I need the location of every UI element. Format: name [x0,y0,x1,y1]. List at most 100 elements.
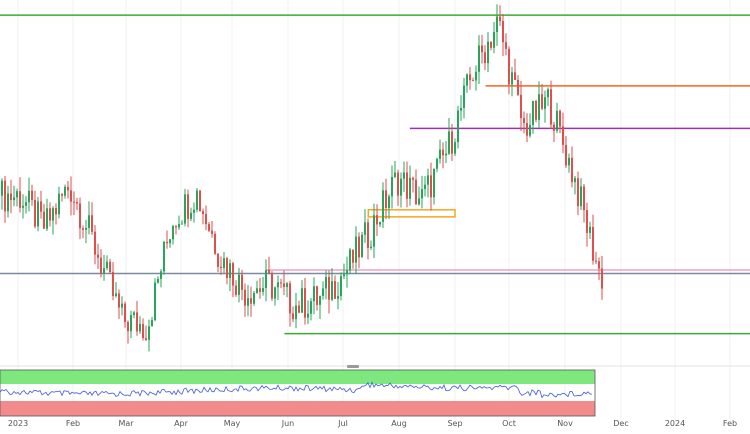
candle-body [409,177,411,199]
candle-body [220,266,222,269]
candle-body [292,313,294,320]
candle-body [268,270,270,274]
candle-body [25,202,27,206]
candle-body [46,208,48,229]
candle-body [106,261,108,269]
candle-body [136,312,138,332]
candle-body [448,131,450,154]
candle-body [337,296,339,299]
candle-body [511,72,513,85]
candle-body [172,226,174,240]
candle-body [343,274,345,277]
candle-body [253,292,255,304]
candle-body [307,313,309,318]
candle-body [574,178,576,183]
x-tick-label-2: Mar [118,419,134,428]
candle-body [82,228,84,230]
candle-body [274,287,276,299]
candle-body [73,201,75,203]
candle-body [97,254,99,258]
candle-body [451,131,453,154]
x-tick-label-0: 2023 [8,419,28,428]
candle-body [313,286,315,302]
candle-body [583,186,585,211]
candle-body [205,213,207,225]
candle-body [289,283,291,314]
candle-body [352,249,354,263]
oscillator-oversold-band [0,401,595,416]
candle-body [319,295,321,305]
oscillator-line [0,381,592,399]
candle-body [424,184,426,190]
candle-body [358,236,360,258]
candle-body [379,221,381,225]
candle-body [373,215,375,247]
pane-resize-handle[interactable] [347,365,359,368]
candle-body [280,282,282,284]
candle-body [199,190,201,212]
candle-body [328,276,330,300]
candle-body [346,270,348,275]
candle-body [400,178,402,196]
candle-body [298,305,300,313]
candle-body [250,298,252,304]
candle-body [406,172,408,199]
candle-body [190,212,192,219]
candle-body [472,80,474,82]
candle-body [169,239,171,244]
candle-body [31,190,33,200]
candle-body [10,193,12,201]
candle-body [103,268,105,274]
candle-body [571,157,573,183]
candle-body [184,194,186,224]
candle-body [355,236,357,263]
candle-body [127,321,129,332]
candle-body [547,89,549,98]
candle-body [412,177,414,180]
candle-body [580,186,582,207]
candle-body [391,176,393,197]
candle-body [442,149,444,156]
candle-body [118,293,120,308]
candle-body [94,231,96,255]
candle-body [487,41,489,64]
candle-body [484,52,486,64]
candle-body [370,246,372,248]
candle-body [439,149,441,159]
candle-body [19,191,21,208]
candle-body [181,223,183,225]
candle-body [22,205,24,208]
candle-body [478,45,480,72]
candle-body [13,197,15,201]
candle-body [301,288,303,313]
candle-body [100,257,102,274]
candle-body [466,74,468,86]
candle-body [70,190,72,202]
candle-body [208,224,210,231]
candle-body [502,21,504,43]
candle-body [175,226,177,228]
candle-body [43,211,45,229]
candle-body [304,288,306,318]
candle-body [196,190,198,210]
candle-body [64,186,66,196]
candle-body [262,288,264,292]
candle-body [364,222,366,235]
candle-body [433,168,435,198]
candle-body [418,198,420,205]
candle-body [247,298,249,306]
candle-body [229,263,231,278]
candle-body [460,107,462,111]
candle-body [325,276,327,289]
candle-body [454,142,456,154]
x-tick-label-1: Feb [66,419,80,428]
candle-body [37,201,39,227]
candle-body [214,233,216,254]
candle-body [241,274,243,290]
oscillator-overbought-band [0,370,595,384]
candle-body [277,282,279,288]
candle-body [265,270,267,289]
x-tick-label-9: Oct [502,419,516,428]
